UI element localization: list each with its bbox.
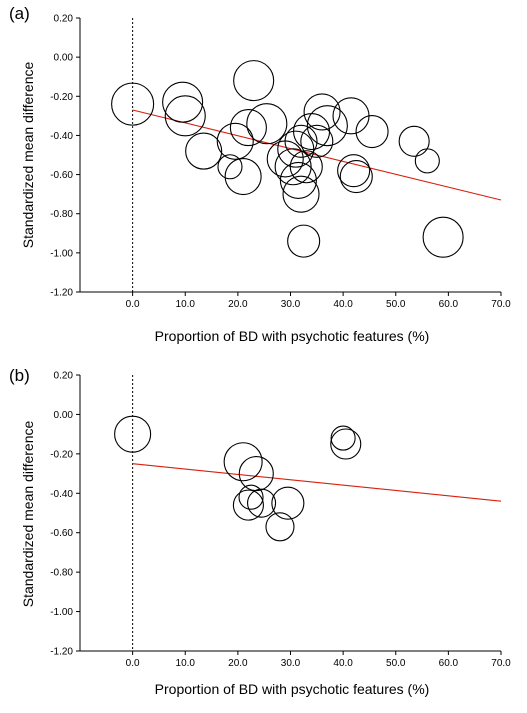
x-axis-label: Proportion of BD with psychotic features… <box>155 681 430 697</box>
study-bubble <box>266 140 304 178</box>
x-tick-label: 20.0 <box>228 299 248 310</box>
study-bubble <box>303 93 341 131</box>
x-tick-label: 50.0 <box>386 658 406 669</box>
x-tick-label: 20.0 <box>228 658 248 669</box>
study-bubble <box>185 132 223 170</box>
x-tick-label: 60.0 <box>439 658 459 669</box>
study-bubble <box>238 484 264 510</box>
study-bubble <box>287 224 321 258</box>
study-bubble <box>162 81 204 123</box>
y-tick-label: 0.20 <box>54 14 74 25</box>
y-tick-label: -0.60 <box>50 170 73 181</box>
study-bubble <box>282 175 320 213</box>
study-bubble <box>246 103 288 145</box>
x-tick-label: 50.0 <box>386 299 406 310</box>
y-tick-label: -0.60 <box>50 528 73 539</box>
study-bubble <box>271 486 305 520</box>
y-tick-label: -0.80 <box>50 568 73 579</box>
y-tick-label: -0.40 <box>50 489 73 500</box>
y-tick-label: 0.00 <box>54 53 74 64</box>
study-bubble <box>247 488 277 518</box>
study-bubble <box>332 97 370 135</box>
y-tick-label: -1.20 <box>50 288 73 299</box>
study-bubble <box>330 425 356 451</box>
study-bubble <box>414 148 440 174</box>
y-tick-label: -0.20 <box>50 92 73 103</box>
study-bubble <box>337 154 371 188</box>
panel-label: (a) <box>9 4 30 23</box>
x-tick-label: 10.0 <box>176 299 196 310</box>
study-bubble <box>398 125 430 157</box>
study-bubble <box>216 122 254 160</box>
y-tick-label: -1.20 <box>50 647 73 658</box>
study-bubble <box>265 512 295 542</box>
study-bubble <box>306 105 348 147</box>
study-bubble <box>300 124 334 158</box>
x-tick-label: 70.0 <box>491 299 511 310</box>
study-bubble <box>330 428 362 460</box>
study-bubble <box>289 150 323 184</box>
study-bubble <box>339 159 373 194</box>
y-tick-label: -1.00 <box>50 248 73 259</box>
study-bubble <box>224 157 262 196</box>
x-tick-label: 70.0 <box>491 658 511 669</box>
study-bubble <box>233 60 275 102</box>
study-bubble <box>164 95 206 137</box>
y-tick-label: 0.20 <box>54 371 74 382</box>
study-bubble <box>238 456 274 492</box>
x-tick-label: 40.0 <box>333 658 353 669</box>
x-tick-label: 30.0 <box>281 658 301 669</box>
study-bubble <box>284 124 318 158</box>
study-bubble <box>232 489 264 521</box>
study-bubble <box>223 442 263 482</box>
study-bubble <box>217 154 243 180</box>
y-axis-label: Standardized mean difference <box>20 62 36 249</box>
panel-a: (a) Standardized mean difference Proport… <box>9 4 511 344</box>
y-tick-label: -0.20 <box>50 449 73 460</box>
y-tick-label: -0.40 <box>50 131 73 142</box>
regression-line <box>132 463 502 502</box>
x-tick-label: 0.0 <box>126 299 140 310</box>
x-tick-label: 10.0 <box>176 658 196 669</box>
x-tick-label: 40.0 <box>333 299 353 310</box>
x-axis-label: Proportion of BD with psychotic features… <box>155 328 430 344</box>
x-tick-label: 30.0 <box>281 299 301 310</box>
panel-b: (b) Standardized mean difference Proport… <box>9 366 511 697</box>
x-tick-label: 0.0 <box>126 658 140 669</box>
study-bubble <box>111 82 155 126</box>
y-tick-label: 0.00 <box>54 410 74 421</box>
study-bubble <box>229 109 267 147</box>
study-bubble <box>422 216 464 258</box>
study-bubble <box>114 415 152 453</box>
panel-label: (b) <box>9 366 30 385</box>
study-bubble <box>355 114 389 149</box>
study-bubble <box>274 148 312 186</box>
x-tick-label: 60.0 <box>439 299 459 310</box>
y-tick-label: -1.00 <box>50 607 73 618</box>
study-bubble <box>279 161 317 199</box>
y-tick-label: -0.80 <box>50 209 73 220</box>
y-axis-label: Standardized mean difference <box>20 421 36 608</box>
